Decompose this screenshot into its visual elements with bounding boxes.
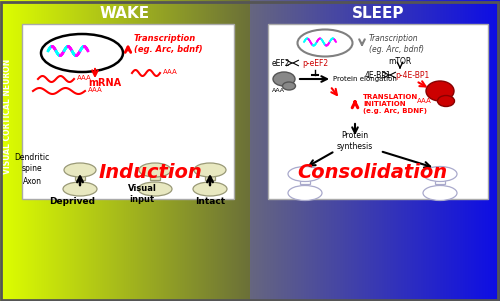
- Text: SLEEP: SLEEP: [352, 7, 404, 21]
- Ellipse shape: [426, 81, 454, 101]
- Text: VISUAL CORTICAL NEURON: VISUAL CORTICAL NEURON: [4, 58, 13, 174]
- Text: AAA: AAA: [163, 69, 178, 75]
- FancyBboxPatch shape: [22, 24, 234, 199]
- Text: AAA: AAA: [88, 87, 103, 93]
- Ellipse shape: [63, 182, 97, 196]
- Text: p-4E-BP1: p-4E-BP1: [395, 70, 429, 79]
- Ellipse shape: [282, 82, 296, 90]
- Ellipse shape: [288, 185, 322, 200]
- Text: eEF2: eEF2: [272, 58, 290, 67]
- FancyBboxPatch shape: [75, 170, 85, 180]
- Text: TRANSLATION
INITIATION
(e.g. Arc, BDNF): TRANSLATION INITIATION (e.g. Arc, BDNF): [363, 94, 427, 114]
- FancyBboxPatch shape: [150, 170, 160, 180]
- Ellipse shape: [139, 163, 171, 177]
- Text: Axon: Axon: [22, 176, 42, 185]
- Text: WAKE: WAKE: [100, 7, 150, 21]
- Text: mRNA: mRNA: [88, 78, 122, 88]
- FancyBboxPatch shape: [435, 174, 445, 184]
- Text: Induction: Induction: [98, 163, 202, 182]
- Text: p-eEF2: p-eEF2: [302, 58, 328, 67]
- Text: Consolidation: Consolidation: [297, 163, 447, 182]
- Text: Deprived: Deprived: [49, 197, 95, 206]
- Ellipse shape: [194, 163, 226, 177]
- Text: AAA: AAA: [416, 98, 432, 104]
- FancyBboxPatch shape: [205, 170, 215, 180]
- Text: AAA: AAA: [272, 88, 284, 92]
- Ellipse shape: [64, 163, 96, 177]
- Text: Protein
synthesis: Protein synthesis: [337, 131, 373, 151]
- Ellipse shape: [193, 182, 227, 196]
- Ellipse shape: [288, 166, 322, 182]
- Text: 4E-BP1: 4E-BP1: [364, 70, 392, 79]
- Text: Transcription
(eg. Arc, bdnf): Transcription (eg. Arc, bdnf): [134, 34, 202, 54]
- Text: mTOR: mTOR: [388, 57, 411, 66]
- Ellipse shape: [423, 166, 457, 182]
- Ellipse shape: [438, 95, 454, 107]
- Ellipse shape: [273, 72, 295, 86]
- Text: Intact: Intact: [195, 197, 225, 206]
- Text: Transcription
(eg. Arc, bdnf): Transcription (eg. Arc, bdnf): [369, 34, 424, 54]
- Text: AAA: AAA: [77, 75, 92, 81]
- FancyBboxPatch shape: [300, 174, 310, 184]
- Ellipse shape: [138, 182, 172, 196]
- Ellipse shape: [423, 185, 457, 200]
- FancyBboxPatch shape: [268, 24, 488, 199]
- Text: Dendritic
spine: Dendritic spine: [14, 153, 50, 173]
- Text: Protein elongation: Protein elongation: [333, 76, 397, 82]
- Text: Visual
input: Visual input: [128, 184, 156, 204]
